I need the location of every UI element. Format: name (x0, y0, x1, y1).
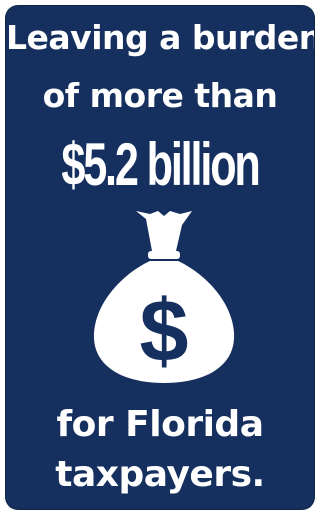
headline-line-1: Leaving a burden (6, 18, 314, 57)
money-bag-icon: $ (93, 211, 235, 383)
footer-line-1: for Florida (56, 404, 264, 445)
footer-line-2: taxpayers. (55, 454, 265, 495)
headline-line-2: of more than (42, 76, 278, 115)
infographic-card: Leaving a burden of more than $5.2 billi… (6, 6, 314, 509)
bag-dollar-sign: $ (140, 281, 189, 380)
burden-amount: $5.2 billion (61, 131, 260, 198)
